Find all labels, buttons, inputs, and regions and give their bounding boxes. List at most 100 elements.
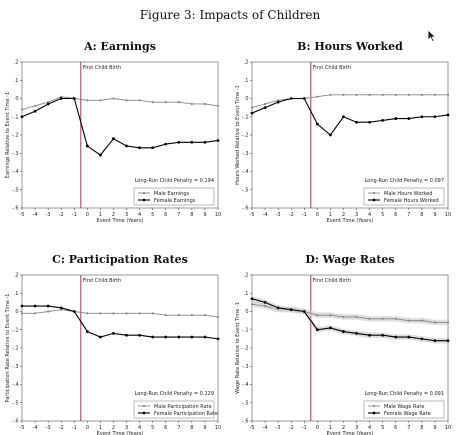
legend-entry: Male Participation Rate (154, 404, 212, 410)
x-tick-label: -3 (276, 212, 281, 218)
y-tick-label: -.5 (242, 400, 249, 406)
x-tick-label: 6 (394, 425, 397, 431)
x-tick-label: 4 (368, 425, 371, 431)
data-point-male (86, 99, 89, 102)
data-point-female (125, 144, 128, 148)
x-tick-label: 1 (329, 425, 332, 431)
data-point-female (263, 106, 267, 110)
y-axis-label: Hours Worked Relative to Event Time -1 (235, 85, 241, 185)
arrow-cursor-icon (427, 29, 437, 43)
data-point-female (433, 115, 437, 119)
data-point-female (59, 97, 63, 100)
data-point-female (420, 115, 424, 119)
data-point-female (203, 140, 207, 144)
band-0 (252, 301, 448, 326)
data-point-female (164, 335, 168, 339)
data-point-male (190, 102, 193, 106)
event-annotation: First Child Birth (83, 278, 121, 284)
data-point-male (138, 312, 141, 315)
data-point-female (203, 335, 207, 339)
x-tick-label: 2 (342, 212, 345, 218)
plot-frame (251, 61, 449, 209)
legend-entry: Male Hours Worked (384, 191, 432, 197)
x-axis-label: Event Time (Years) (327, 431, 374, 435)
x-tick-label: 9 (203, 212, 206, 218)
data-point-male (355, 315, 358, 319)
data-point-male (394, 317, 397, 320)
y-tick-label: -.3 (242, 151, 249, 157)
legend-swatch-dot (372, 198, 376, 202)
data-point-female (381, 333, 385, 337)
data-point-male (433, 93, 437, 96)
data-point-male (216, 104, 220, 107)
x-tick-label: 4 (368, 212, 371, 218)
data-point-male (329, 314, 332, 317)
data-point-male (151, 312, 154, 315)
x-tick-label: 1 (99, 425, 102, 431)
legend-swatch-dot (372, 404, 376, 408)
chart-title: B: Hours Worked (297, 40, 403, 53)
plot-frame (251, 274, 449, 422)
data-point-female (263, 300, 267, 304)
y-tick-label: -.4 (12, 382, 19, 388)
data-point-male (86, 312, 89, 315)
data-point-male (164, 314, 167, 317)
legend-entry: Female Participation Rate (154, 411, 218, 417)
chart-title: A: Earnings (83, 40, 156, 53)
x-tick-label: 3 (125, 212, 128, 218)
data-point-female (177, 335, 181, 339)
legend-entry: Male Wage Rate (384, 404, 424, 410)
data-point-female (342, 330, 345, 333)
data-point-female (125, 333, 128, 337)
data-point-female (72, 310, 76, 313)
y-tick-label: .2 (14, 273, 19, 279)
data-point-female (302, 97, 306, 100)
x-tick-label: -3 (46, 212, 51, 218)
data-point-female (138, 146, 142, 150)
y-tick-label: 0 (245, 96, 248, 102)
x-tick-label: 9 (203, 425, 206, 431)
series-line-male (21, 96, 219, 110)
y-tick-label: -.6 (12, 206, 19, 212)
event-annotation: First Child Birth (83, 65, 121, 71)
data-point-female (190, 335, 194, 339)
figure-title: Figure 3: Impacts of Children (139, 8, 321, 22)
series-line-female (22, 305, 219, 340)
x-tick-label: 10 (445, 425, 451, 431)
series-line-female (21, 97, 219, 156)
data-point-female (289, 97, 293, 100)
y-tick-label: -.6 (242, 419, 249, 425)
x-axis-label: Event Time (Years) (327, 218, 374, 224)
data-point-female (151, 146, 155, 150)
y-tick-label: -.2 (12, 346, 19, 352)
data-point-male (203, 314, 207, 317)
data-point-male (329, 93, 332, 96)
x-tick-label: 3 (355, 425, 358, 431)
legend-swatch-dot (372, 191, 376, 195)
x-tick-label: 4 (138, 425, 141, 431)
x-tick-label: 0 (316, 212, 319, 218)
data-point-male (355, 93, 358, 96)
data-point-female (420, 337, 424, 341)
legend-box (363, 187, 445, 206)
y-tick-label: -.5 (12, 400, 19, 406)
data-point-male (368, 93, 371, 96)
x-tick-label: 2 (342, 425, 345, 431)
data-point-male (33, 104, 37, 107)
x-tick-label: -4 (263, 212, 268, 218)
data-point-female (138, 333, 142, 337)
y-tick-label: -.2 (242, 346, 249, 352)
y-tick-label: -.1 (12, 114, 19, 120)
data-point-female (46, 304, 50, 308)
data-point-female (164, 142, 168, 146)
data-point-female (151, 335, 155, 339)
y-tick-label: -.2 (12, 133, 19, 139)
data-point-female (342, 115, 345, 119)
data-point-female (276, 306, 280, 310)
data-point-female (20, 115, 24, 119)
data-point-female (276, 100, 280, 104)
event-annotation: First Child Birth (313, 65, 351, 71)
y-tick-label: -.1 (242, 114, 249, 120)
x-tick-label: 6 (164, 425, 167, 431)
data-point-male (394, 93, 397, 96)
